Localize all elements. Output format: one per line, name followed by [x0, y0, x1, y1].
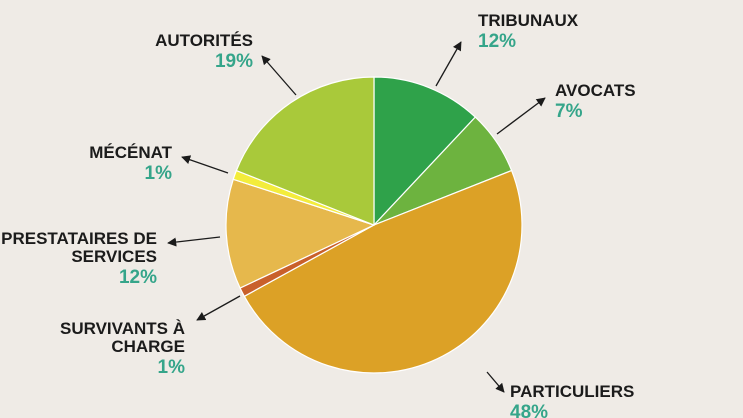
pie-slice: [235, 76, 375, 226]
slice-label: AVOCATS 7%: [555, 82, 675, 124]
value-label: 1%: [157, 357, 185, 378]
value-label: 48%: [510, 402, 549, 418]
slice-label: MÉCÉNAT 1%: [40, 144, 172, 186]
leader-line: [435, 41, 462, 87]
category-label: PARTICULIERS: [510, 382, 635, 401]
leader-lines: [167, 41, 546, 393]
category-label: AVOCATS: [555, 81, 636, 100]
pie-slice: [243, 169, 523, 374]
category-label: TRIBUNAUX: [478, 11, 579, 30]
leader-line: [167, 236, 221, 247]
slices: [225, 76, 523, 374]
category-label: SURVIVANTS À CHARGE: [59, 319, 185, 356]
category-label: AUTORITÉS: [155, 31, 253, 50]
leader-line: [181, 155, 229, 174]
leader-line: [496, 97, 546, 135]
leader-line: [196, 295, 241, 321]
leader-line: [261, 55, 297, 96]
leader-line: [486, 371, 505, 393]
value-label: 12%: [118, 267, 157, 288]
pie-slice: [373, 76, 477, 227]
value-label: 1%: [144, 163, 172, 184]
slice-label: PRESTATAIRES DE SERVICES 12%: [0, 230, 157, 290]
slice-label: TRIBUNAUX 12%: [478, 12, 638, 54]
value-label: 19%: [214, 51, 253, 72]
value-label: 7%: [555, 101, 583, 122]
slice-label: PARTICULIERS 48%: [510, 383, 670, 418]
slice-label: AUTORITÉS 19%: [100, 32, 253, 74]
category-label: PRESTATAIRES DE SERVICES: [1, 229, 157, 266]
value-label: 12%: [478, 31, 517, 52]
slice-label: SURVIVANTS À CHARGE 1%: [40, 320, 185, 380]
category-label: MÉCÉNAT: [89, 143, 172, 162]
pie-slice: [225, 178, 376, 289]
